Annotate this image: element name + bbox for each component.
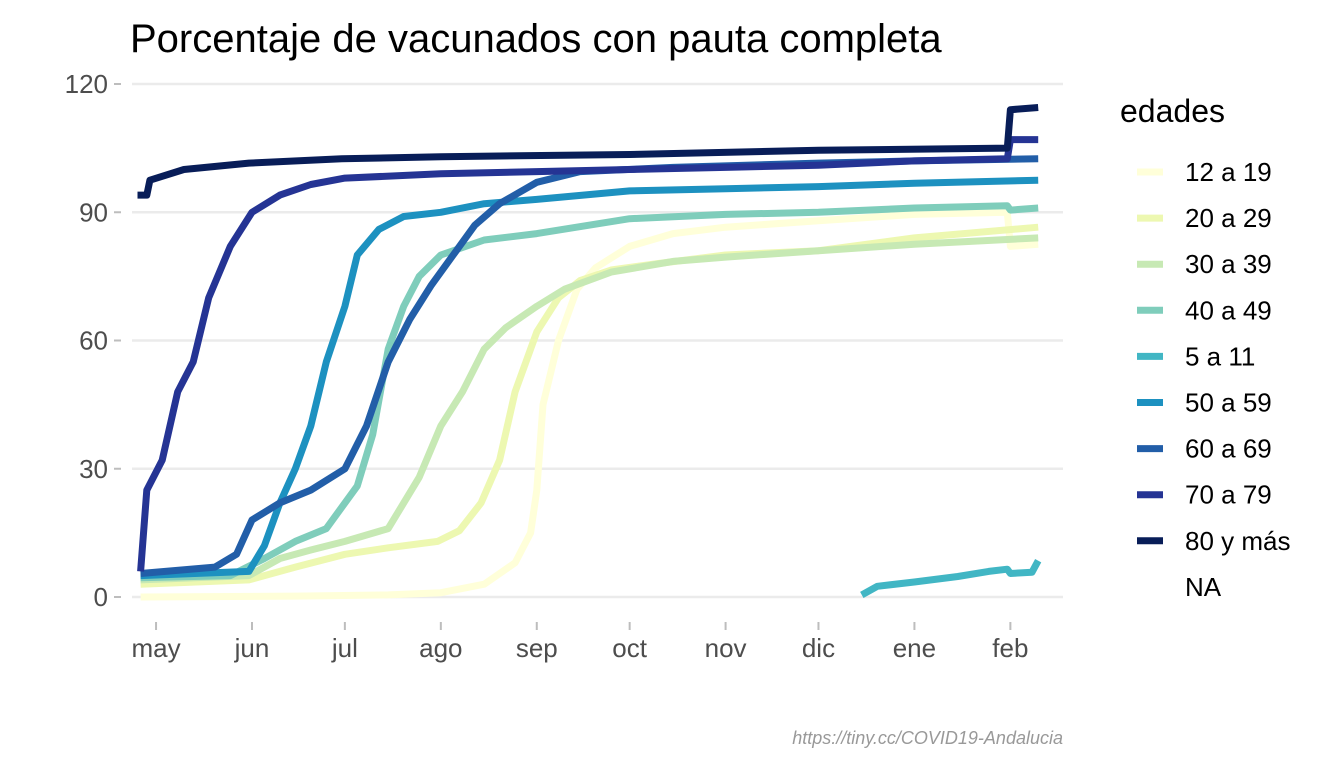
x-axis: may jun jul ago sep oct nov dic ene feb [131, 622, 1028, 663]
x-tick-label: dic [802, 633, 835, 663]
legend-label: 5 a 11 [1185, 341, 1255, 371]
y-axis: 0 30 60 90 120 [65, 69, 121, 612]
legend-label: 60 a 69 [1185, 434, 1272, 464]
legend-label: 40 a 49 [1185, 295, 1272, 325]
legend-label: 50 a 59 [1185, 388, 1272, 418]
series-line [860, 559, 1042, 598]
legend-label-na: NA [1185, 572, 1222, 602]
y-tick-label: 30 [79, 454, 108, 484]
legend-label: 20 a 29 [1185, 203, 1272, 233]
x-tick-label: oct [612, 633, 647, 663]
legend-title: edades [1120, 93, 1225, 129]
x-tick-label: may [131, 633, 180, 663]
x-tick-label: jul [331, 633, 358, 663]
x-tick-label: ene [893, 633, 936, 663]
x-tick-label: nov [705, 633, 747, 663]
legend: edades 12 a 19 20 a 29 30 a 39 40 a 49 5 a 1… [1120, 93, 1291, 602]
series-line [140, 202, 1039, 582]
series-lines [137, 104, 1042, 601]
legend-label: 30 a 39 [1185, 249, 1272, 279]
y-tick-label: 120 [65, 69, 108, 99]
legend-label: 80 y más [1185, 526, 1291, 556]
chart-caption: https://tiny.cc/COVID19-Andalucia [792, 728, 1063, 748]
x-tick-label: jun [234, 633, 270, 663]
chart-title: Porcentaje de vacunados con pauta comple… [130, 17, 942, 61]
x-tick-label: sep [516, 633, 558, 663]
legend-label: 70 a 79 [1185, 480, 1272, 510]
series-line [137, 136, 1039, 572]
legend-label: 12 a 19 [1185, 157, 1272, 187]
y-tick-label: 60 [79, 326, 108, 356]
x-tick-label: feb [992, 633, 1028, 663]
x-tick-label: ago [419, 633, 462, 663]
series-line [137, 104, 1039, 199]
series-line [140, 234, 1039, 584]
y-tick-label: 0 [94, 582, 108, 612]
y-tick-label: 90 [79, 197, 108, 227]
series-line [140, 208, 1039, 601]
